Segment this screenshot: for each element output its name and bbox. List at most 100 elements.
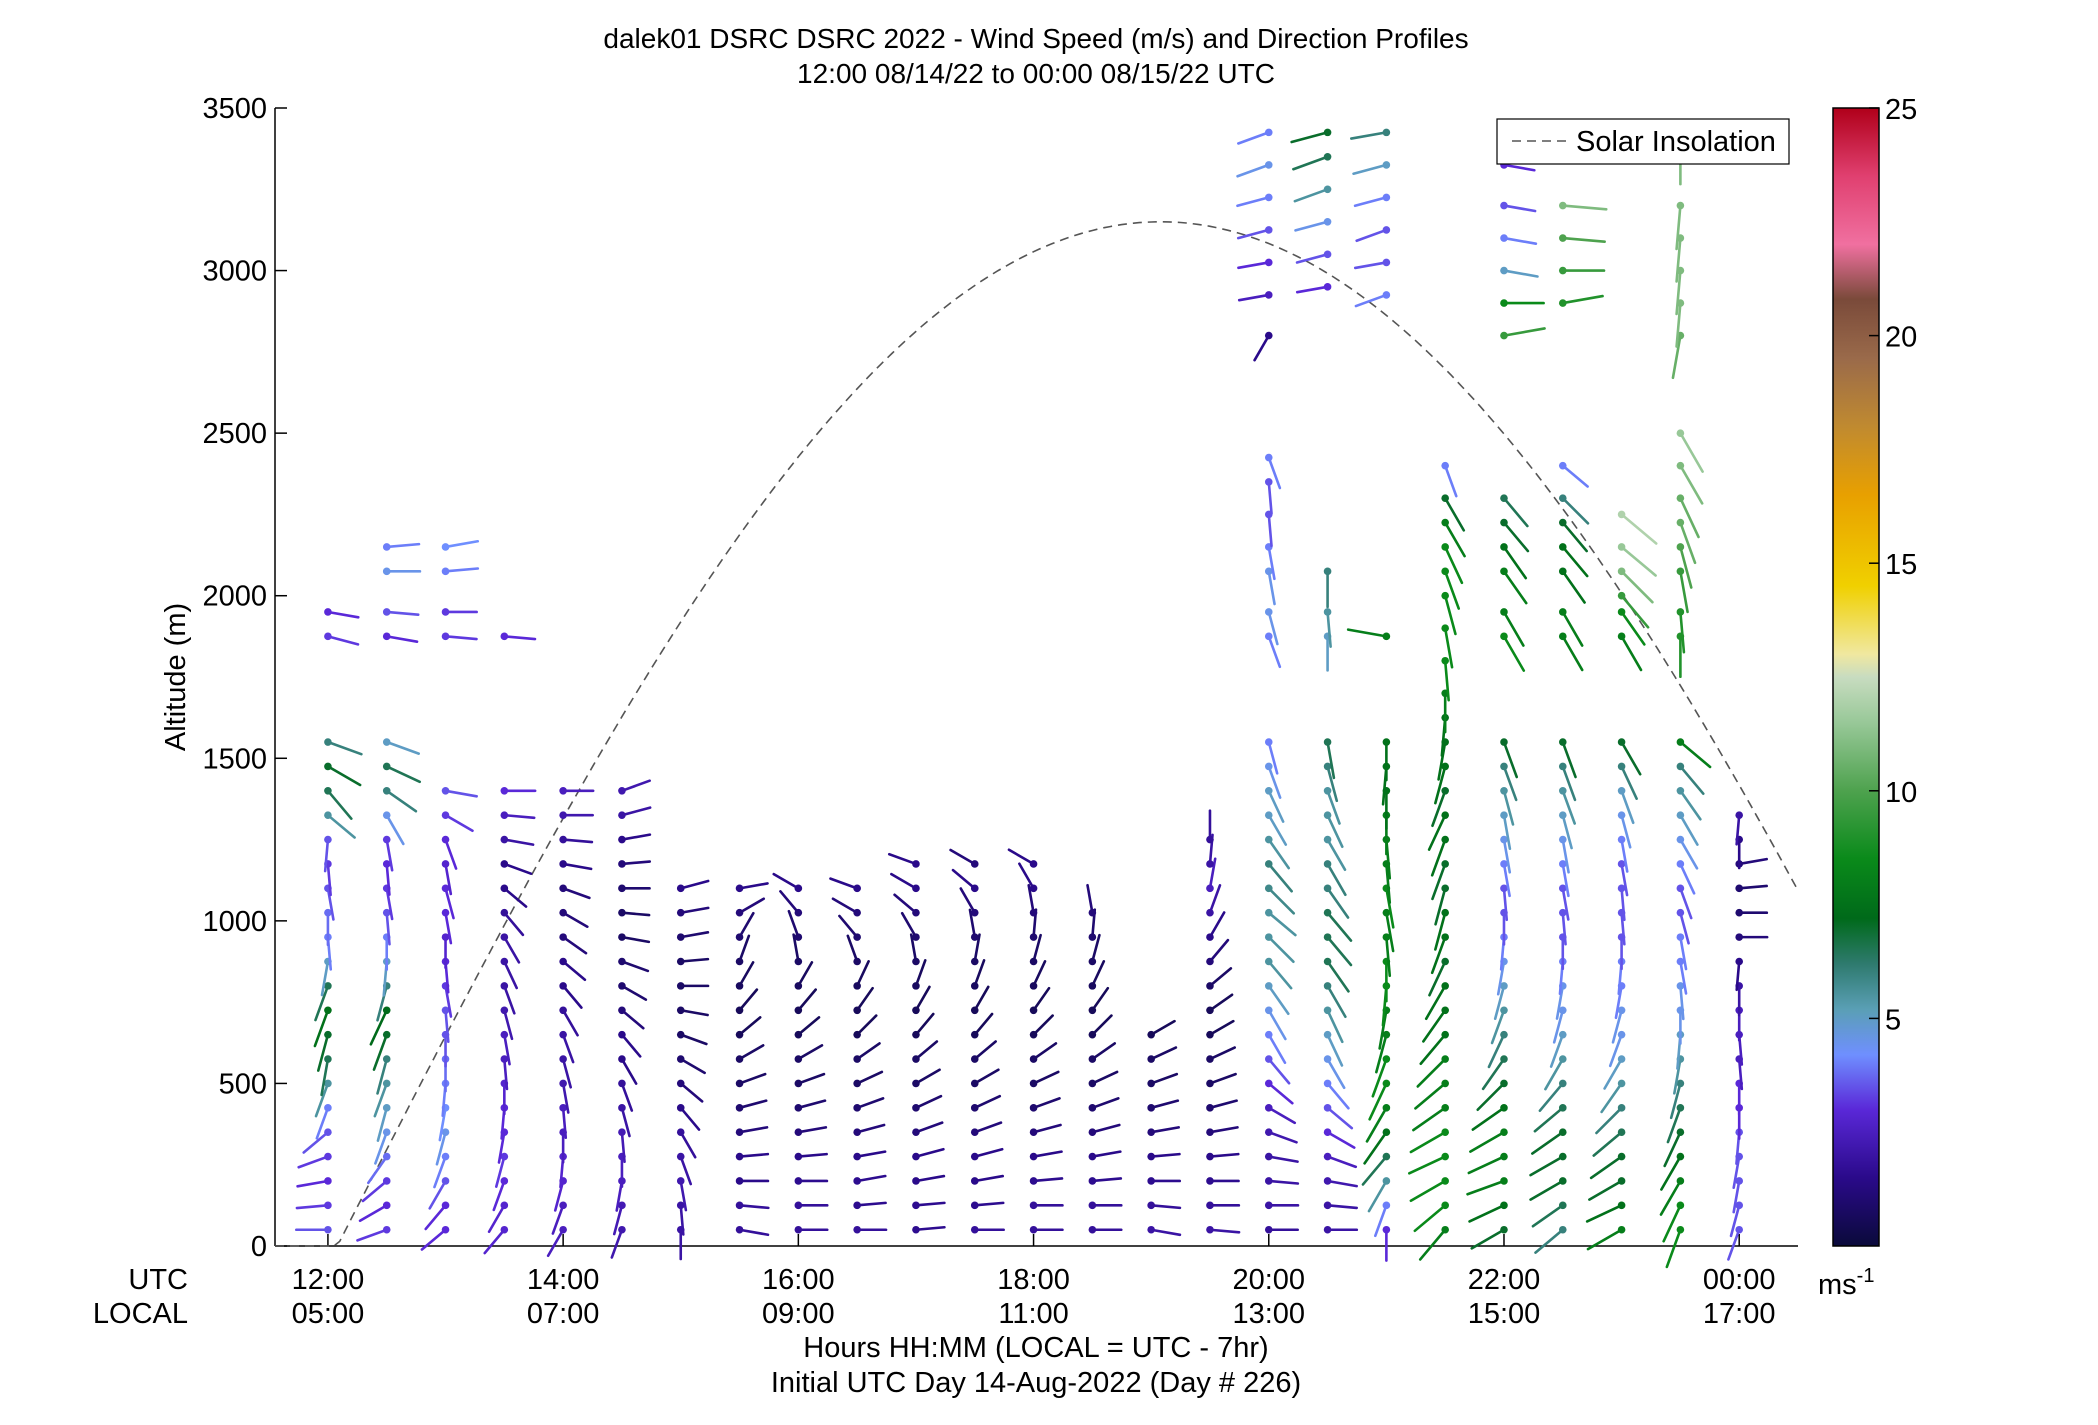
- wind-barb-shaft: [1431, 862, 1447, 901]
- wind-barb-dot: [1382, 738, 1391, 746]
- wind-barb-shaft: [1534, 1228, 1565, 1254]
- wind-barb-dot: [1441, 811, 1449, 819]
- wind-barb-dot: [735, 1079, 744, 1088]
- y-axis-ticks: 0 500 1000 1500 2000 2500 3000 3500: [202, 93, 287, 1263]
- wind-barb-dot: [1382, 1079, 1391, 1088]
- wind-barb-dot: [970, 860, 979, 868]
- wind-barb: [1558, 787, 1576, 825]
- wind-barb-dot: [676, 1128, 685, 1136]
- wind-barb-dot: [676, 1079, 685, 1088]
- wind-barb: [1441, 591, 1457, 636]
- wind-barb-shaft: [1620, 813, 1632, 849]
- wind-barb-shaft: [326, 635, 360, 646]
- wind-barb-shaft: [1679, 464, 1704, 505]
- wind-barb-shaft: [1443, 659, 1450, 702]
- wind-barb: [1346, 628, 1391, 641]
- wind-barb: [1617, 567, 1654, 604]
- wind-barb-dot: [1558, 1030, 1567, 1039]
- x-tick-label-utc: 14:00: [527, 1264, 600, 1296]
- wind-barb: [435, 1128, 450, 1166]
- wind-barb-dot: [970, 933, 979, 941]
- wind-barb: [441, 908, 453, 945]
- wind-barb-shaft: [444, 911, 453, 945]
- wind-barb: [1029, 1042, 1058, 1063]
- wind-barb: [853, 986, 874, 1015]
- wind-barb: [676, 957, 710, 966]
- wind-barb-dot: [1441, 1006, 1449, 1015]
- wind-barb-dot: [1500, 1030, 1508, 1039]
- wind-barb-dot: [970, 1177, 979, 1185]
- wind-barb-dot: [1264, 331, 1273, 340]
- wind-barb-shaft: [438, 1106, 447, 1142]
- wind-barb-dot: [618, 982, 626, 990]
- wind-barb-shaft: [433, 1155, 447, 1189]
- wind-barb-dot: [853, 957, 861, 966]
- wind-barb-dot: [618, 1128, 626, 1136]
- wind-barb: [1206, 911, 1226, 941]
- wind-barb-dot: [853, 1104, 861, 1112]
- wind-barb-dot: [1264, 1201, 1273, 1210]
- wind-barb: [1676, 787, 1702, 821]
- wind-barb-dot: [676, 908, 685, 917]
- x-tick-label-utc: 00:00: [1703, 1264, 1776, 1296]
- wind-barb: [374, 1128, 391, 1165]
- wind-barb-dot: [500, 860, 509, 868]
- wind-barb-shaft: [1620, 610, 1646, 646]
- wind-barb-dot: [382, 1030, 391, 1039]
- wind-barb-dot: [382, 835, 391, 844]
- wind-barb-shaft: [444, 813, 474, 833]
- wind-barb: [1371, 1055, 1391, 1098]
- wind-barb-dot: [1558, 1006, 1567, 1015]
- wind-barb-dot: [1264, 567, 1273, 576]
- wind-barb: [618, 1128, 626, 1164]
- wind-barb: [546, 1225, 567, 1258]
- wind-barb-dot: [559, 787, 567, 795]
- wind-barb-dot: [735, 908, 744, 917]
- wind-barb-dot: [1676, 543, 1685, 551]
- wind-barb-dot: [912, 860, 920, 868]
- wind-barb-shaft: [444, 862, 453, 896]
- wind-barb-dot: [559, 860, 567, 868]
- wind-barb-shaft: [444, 635, 478, 641]
- wind-barb-dot: [1617, 608, 1626, 616]
- wind-barb-dot: [1206, 1104, 1214, 1112]
- wind-barb-dot: [970, 1030, 979, 1039]
- wind-barb: [500, 982, 516, 1015]
- wind-barb-dot: [794, 884, 803, 893]
- wind-barb-dot: [324, 608, 332, 616]
- wind-barb: [1361, 1152, 1391, 1186]
- wind-barb-shaft: [1091, 1014, 1113, 1036]
- wind-barb-shaft: [1727, 1228, 1741, 1261]
- wind-barb-dot: [912, 1055, 920, 1063]
- wind-barb: [324, 811, 356, 839]
- wind-barb: [1029, 1225, 1064, 1234]
- wind-barb-shaft: [900, 911, 918, 939]
- wind-barb: [1409, 1128, 1449, 1154]
- wind-barb-dot: [1206, 860, 1214, 868]
- wind-barb-dot: [1500, 811, 1508, 819]
- wind-barb: [372, 1030, 391, 1071]
- wind-barb: [441, 632, 478, 641]
- wind-barb-dot: [912, 957, 920, 966]
- wind-barb-shaft: [358, 1204, 389, 1223]
- wind-barb: [970, 1121, 1003, 1136]
- chart-title: dalek01 DSRC DSRC 2022 - Wind Speed (m/s…: [603, 23, 1468, 54]
- wind-barb: [794, 1177, 829, 1185]
- wind-barb-dot: [441, 543, 450, 551]
- wind-barb: [1441, 518, 1466, 558]
- wind-barb-dot: [1264, 738, 1273, 746]
- wind-barb: [1558, 632, 1584, 672]
- wind-barb-shaft: [326, 740, 363, 756]
- wind-barb-shaft: [1555, 984, 1565, 1020]
- wind-barb-shaft: [679, 1008, 709, 1017]
- wind-barb: [487, 1201, 509, 1234]
- wind-barb-shaft: [738, 911, 755, 939]
- wind-barb: [735, 934, 751, 966]
- wind-barb-dot: [1206, 1128, 1214, 1136]
- wind-barb-dot: [441, 860, 450, 868]
- wind-barb: [1676, 567, 1689, 614]
- wind-barb-dot: [324, 1006, 332, 1015]
- wind-barb-shaft: [1267, 984, 1290, 1016]
- wind-barb-shaft: [1236, 163, 1271, 178]
- wind-barb: [1467, 1152, 1508, 1175]
